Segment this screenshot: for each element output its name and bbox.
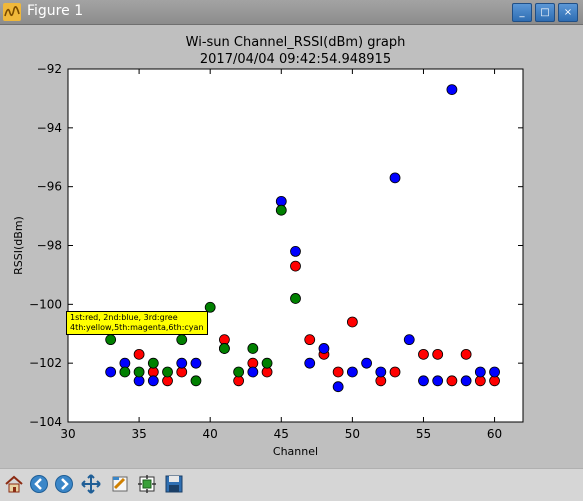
data-point-series-2 <box>474 366 486 378</box>
data-point-series-1 <box>133 348 145 360</box>
navigation-toolbar <box>0 468 583 501</box>
data-point-series-3 <box>133 366 145 378</box>
arrow-right-icon <box>55 475 73 493</box>
arrow-left-icon <box>30 475 48 493</box>
data-point-series-3 <box>219 343 230 354</box>
data-point-series-2 <box>147 375 159 387</box>
zoom-button[interactable] <box>109 473 131 495</box>
close-button[interactable]: × <box>558 3 578 22</box>
data-point-series-3 <box>233 366 245 378</box>
x-tick-label: 50 <box>345 427 360 441</box>
data-point-series-1 <box>332 366 344 378</box>
data-point-series-2 <box>361 357 372 369</box>
forward-button[interactable] <box>53 473 75 495</box>
window-title: Figure 1 <box>27 3 84 19</box>
subplots-icon <box>138 475 156 493</box>
figure-canvas[interactable]: Wi-sun Channel_RSSI(dBm) graph 2017/04/04… <box>0 25 583 468</box>
data-point-series-2 <box>418 375 429 387</box>
data-point-series-3 <box>247 343 259 354</box>
scatter-chart: Wi-sun Channel_RSSI(dBm) graph 2017/04/04… <box>12 35 524 458</box>
data-point-series-2 <box>176 357 188 369</box>
data-point-series-2 <box>105 366 117 378</box>
x-tick-label: 35 <box>131 427 146 441</box>
data-point-series-2 <box>247 366 259 378</box>
y-axis-label: RSSI(dBm) <box>12 216 25 275</box>
y-tick-label: −96 <box>37 180 62 194</box>
chart-subtitle: 2017/04/04 09:42:54.948915 <box>200 52 391 67</box>
data-point-series-3 <box>119 366 131 378</box>
data-point-series-3 <box>204 301 216 313</box>
x-tick-label: 45 <box>274 427 289 441</box>
plot-area <box>67 68 524 423</box>
data-point-series-2 <box>446 84 458 95</box>
legend-annotation: 1st:red, 2nd:blue, 3rd:gree 4th:yellow,5… <box>66 311 208 335</box>
x-axis-label: Channel <box>273 445 318 458</box>
data-point-series-2 <box>403 334 415 346</box>
maximize-button[interactable]: □ <box>535 3 555 22</box>
save-disk-icon <box>165 475 183 493</box>
data-point-series-2 <box>318 343 330 354</box>
y-tick-label: −92 <box>37 62 62 76</box>
data-point-series-1 <box>346 316 358 328</box>
window-titlebar[interactable]: Figure 1 _ □ × <box>0 0 583 25</box>
data-point-series-2 <box>290 245 301 257</box>
x-tick-label: 40 <box>203 427 218 441</box>
home-button[interactable] <box>3 473 25 495</box>
data-point-series-2 <box>346 366 358 378</box>
app-logo-icon <box>3 3 21 21</box>
data-point-series-2 <box>489 366 500 378</box>
home-icon <box>5 475 23 493</box>
zoom-rect-icon <box>112 476 128 492</box>
data-point-series-3 <box>147 357 159 369</box>
data-point-series-1 <box>290 260 301 272</box>
x-tick-label: 60 <box>487 427 502 441</box>
pan-arrows-icon <box>81 474 101 494</box>
data-point-series-2 <box>375 366 387 378</box>
configure-subplots-button[interactable] <box>136 473 158 495</box>
x-tick-label: 30 <box>60 427 75 441</box>
data-point-series-1 <box>446 375 458 387</box>
data-point-series-2 <box>190 357 202 369</box>
legend-line-1: 1st:red, 2nd:blue, 3rd:gree <box>70 313 178 322</box>
data-point-series-3 <box>162 366 173 378</box>
data-point-series-3 <box>275 204 287 216</box>
y-tick-label: −102 <box>29 356 62 370</box>
data-point-series-1 <box>389 366 401 378</box>
save-button[interactable] <box>163 473 185 495</box>
data-point-series-3 <box>105 334 117 346</box>
minimize-button[interactable]: _ <box>512 3 532 22</box>
data-point-series-1 <box>432 348 444 360</box>
data-point-series-1 <box>460 348 472 360</box>
data-point-series-2 <box>432 375 444 387</box>
y-tick-label: −98 <box>37 239 62 253</box>
data-point-series-1 <box>304 334 316 346</box>
data-point-series-3 <box>290 293 301 304</box>
legend-line-2: 4th:yellow,5th:magenta,6th:cyan <box>70 323 204 332</box>
y-tick-label: −100 <box>29 297 62 311</box>
data-point-series-3 <box>190 375 202 387</box>
data-point-series-2 <box>389 172 401 184</box>
data-point-series-2 <box>304 357 316 369</box>
x-tick-label: 55 <box>416 427 431 441</box>
data-point-series-2 <box>460 375 472 387</box>
data-point-series-2 <box>332 381 344 393</box>
back-button[interactable] <box>28 473 50 495</box>
data-point-series-3 <box>176 334 188 346</box>
data-point-series-1 <box>418 348 429 360</box>
pan-button[interactable] <box>80 473 102 495</box>
y-tick-label: −94 <box>37 121 62 135</box>
chart-title: Wi-sun Channel_RSSI(dBm) graph <box>186 35 406 50</box>
y-tick-label: −104 <box>29 415 62 429</box>
data-point-series-3 <box>261 357 273 369</box>
